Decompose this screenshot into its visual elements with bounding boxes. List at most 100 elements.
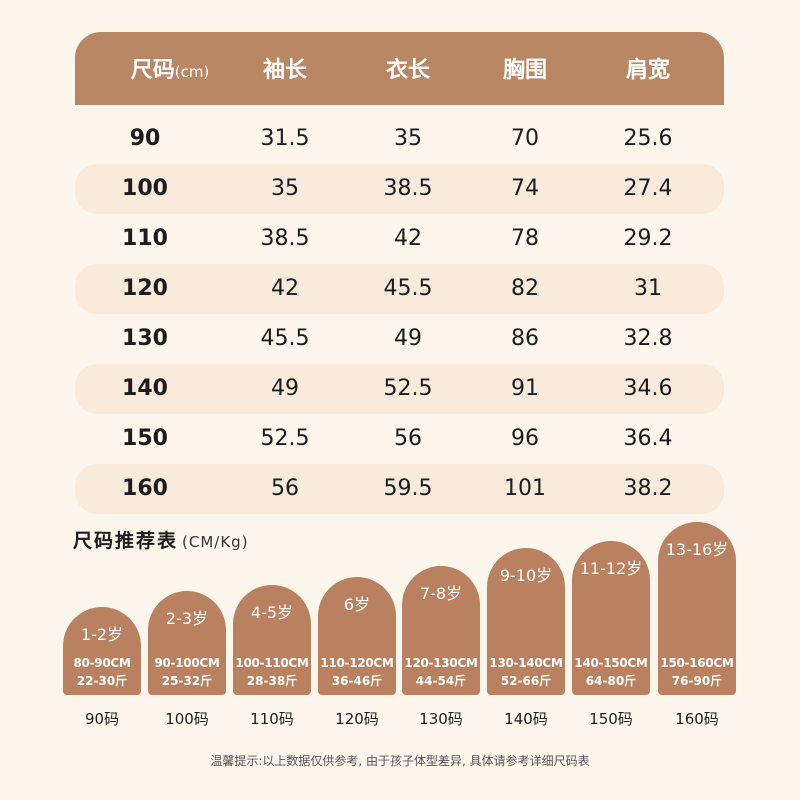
size-label: 160码 [675,710,719,728]
cell-shoulder: 34.6 [623,376,673,401]
cell-length: 42 [394,226,422,251]
table-row: 160 56 59.5 101 38.2 [75,464,724,514]
cell-sleeve: 31.5 [260,126,310,151]
cell-chest: 86 [511,326,539,351]
age-label: 7-8岁 [419,584,463,603]
size-label: 120码 [335,710,379,728]
height-range: 120-130CM [404,656,478,670]
cell-shoulder: 29.2 [623,226,673,251]
recommendation-bar: 7-8岁 120-130CM 44-54斤 [402,566,480,695]
age-label: 2-3岁 [165,609,209,628]
table-row: 140 49 52.5 91 34.6 [75,364,724,414]
cell-size: 140 [122,376,168,401]
cell-length: 56 [394,426,422,451]
header-size: 尺码(cm) [95,32,245,105]
table-row: 120 42 45.5 82 31 [75,264,724,314]
cell-shoulder: 25.6 [623,126,673,151]
size-table-header: 尺码(cm) 袖长 衣长 胸围 肩宽 [75,32,724,105]
cell-sleeve: 49 [271,376,299,401]
cell-shoulder: 36.4 [623,426,673,451]
cell-chest: 91 [511,376,539,401]
cell-length: 38.5 [383,176,433,201]
height-range: 150-160CM [660,656,734,670]
weight-range: 64-80斤 [585,674,637,688]
size-label: 90码 [84,710,120,728]
cell-chest: 70 [511,126,539,151]
recommendation-bar: 13-16岁 150-160CM 76-90斤 [658,522,736,695]
weight-range: 25-32斤 [161,674,213,688]
weight-range: 22-30斤 [76,674,128,688]
table-row: 90 31.5 35 70 25.6 [75,114,724,164]
age-label: 1-2岁 [80,625,124,644]
recommendation-bar: 11-12岁 140-150CM 64-80斤 [572,541,650,695]
recommendation-bar: 6岁 110-120CM 36-46斤 [318,577,396,695]
header-chest: 胸围 [502,58,547,83]
cell-size: 160 [122,476,168,501]
height-range: 90-100CM [154,656,220,670]
size-label: 150码 [589,710,633,728]
cell-length: 35 [394,126,422,151]
age-label: 9-10岁 [499,566,553,585]
header-size-unit: (cm) [174,63,210,81]
cell-length: 49 [394,326,422,351]
size-label: 130码 [419,710,463,728]
cell-size: 100 [122,176,168,201]
weight-range: 36-46斤 [331,674,383,688]
cell-chest: 74 [511,176,539,201]
height-range: 140-150CM [574,656,648,670]
recommendation-bar: 2-3岁 90-100CM 25-32斤 [148,591,226,695]
recommendation-bar: 1-2岁 80-90CM 22-30斤 [63,607,141,695]
age-label: 13-16岁 [665,540,729,559]
recommendation-title: 尺码推荐表 (CM/Kg) [73,526,249,553]
height-range: 110-120CM [320,656,394,670]
cell-sleeve: 52.5 [260,426,310,451]
header-sleeve: 袖长 [262,58,307,83]
height-range: 100-110CM [235,656,309,670]
table-row: 130 45.5 49 86 32.8 [75,314,724,364]
cell-size: 150 [122,426,168,451]
cell-shoulder: 31 [634,276,662,301]
weight-range: 52-66斤 [500,674,552,688]
cell-shoulder: 32.8 [623,326,673,351]
cell-size: 130 [122,326,168,351]
cell-size: 90 [129,126,161,151]
cell-length: 59.5 [383,476,433,501]
size-label: 110码 [250,710,294,728]
recommendation-bar: 9-10岁 130-140CM 52-66斤 [487,548,565,695]
cell-chest: 78 [511,226,539,251]
cell-sleeve: 38.5 [260,226,310,251]
cell-chest: 96 [511,426,539,451]
recommendation-unit: (CM/Kg) [182,533,249,551]
cell-size: 110 [122,226,168,251]
height-range: 130-140CM [489,656,563,670]
cell-sleeve: 56 [271,476,299,501]
cell-length: 52.5 [383,376,433,401]
cell-sleeve: 35 [271,176,299,201]
cell-shoulder: 38.2 [623,476,673,501]
table-row: 110 38.5 42 78 29.2 [75,214,724,264]
age-label: 11-12岁 [579,559,643,578]
weight-range: 28-38斤 [246,674,298,688]
header-shoulder: 肩宽 [625,58,670,83]
cell-chest: 82 [511,276,539,301]
cell-sleeve: 42 [271,276,299,301]
cell-sleeve: 45.5 [260,326,310,351]
recommendation-title-text: 尺码推荐表 [73,530,179,552]
weight-range: 44-54斤 [415,674,467,688]
table-row: 150 52.5 56 96 36.4 [75,414,724,464]
weight-range: 76-90斤 [671,674,723,688]
recommendation-bar: 4-5岁 100-110CM 28-38斤 [233,585,311,695]
cell-size: 120 [122,276,168,301]
size-label: 100码 [165,710,209,728]
footnote: 温馨提示:以上数据仅供参考, 由于孩子体型差异, 具体请参考详细尺码表 [210,754,590,768]
age-label: 4-5岁 [250,603,294,622]
height-range: 80-90CM [73,656,131,670]
cell-length: 45.5 [383,276,433,301]
age-label: 6岁 [343,595,371,614]
size-label: 140码 [504,710,548,728]
cell-shoulder: 27.4 [623,176,673,201]
header-size-label: 尺码 [130,58,175,83]
header-length: 衣长 [385,58,430,83]
table-row: 100 35 38.5 74 27.4 [75,164,724,214]
cell-chest: 101 [504,476,546,501]
